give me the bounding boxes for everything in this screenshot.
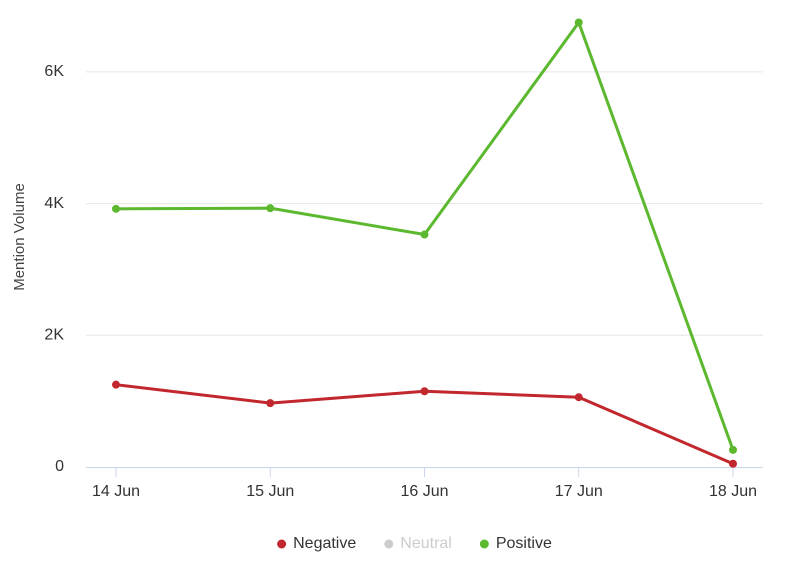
y-tick-label: 6K: [44, 63, 64, 80]
data-point: [420, 230, 429, 239]
legend-symbol[interactable]: [479, 539, 489, 549]
data-point: [420, 387, 429, 396]
data-point: [729, 445, 737, 454]
y-axis-title: Mention Volume: [11, 183, 28, 291]
series-line: [115, 383, 734, 466]
legend-symbol[interactable]: [384, 539, 394, 549]
data-point: [574, 393, 583, 402]
x-tick-label: 14 Jun: [92, 483, 140, 500]
data-point: [266, 399, 275, 408]
x-tick-label: 16 Jun: [400, 483, 448, 500]
legend-label[interactable]: Positive: [496, 535, 552, 552]
data-point: [112, 380, 120, 389]
x-tick-label: 15 Jun: [246, 483, 294, 500]
data-point: [574, 18, 583, 27]
y-tick-label: 0: [55, 458, 64, 475]
x-tick-label: 18 Jun: [709, 483, 757, 500]
data-point: [729, 459, 737, 468]
y-tick-label: 2K: [44, 327, 64, 344]
y-tick-label: 4K: [44, 195, 64, 212]
x-tick-label: 17 Jun: [555, 483, 603, 500]
data-point: [112, 204, 120, 213]
legend-label[interactable]: Negative: [293, 535, 356, 552]
legend-symbol[interactable]: [277, 539, 287, 549]
data-point: [266, 204, 275, 213]
legend-label[interactable]: Neutral: [400, 535, 452, 552]
